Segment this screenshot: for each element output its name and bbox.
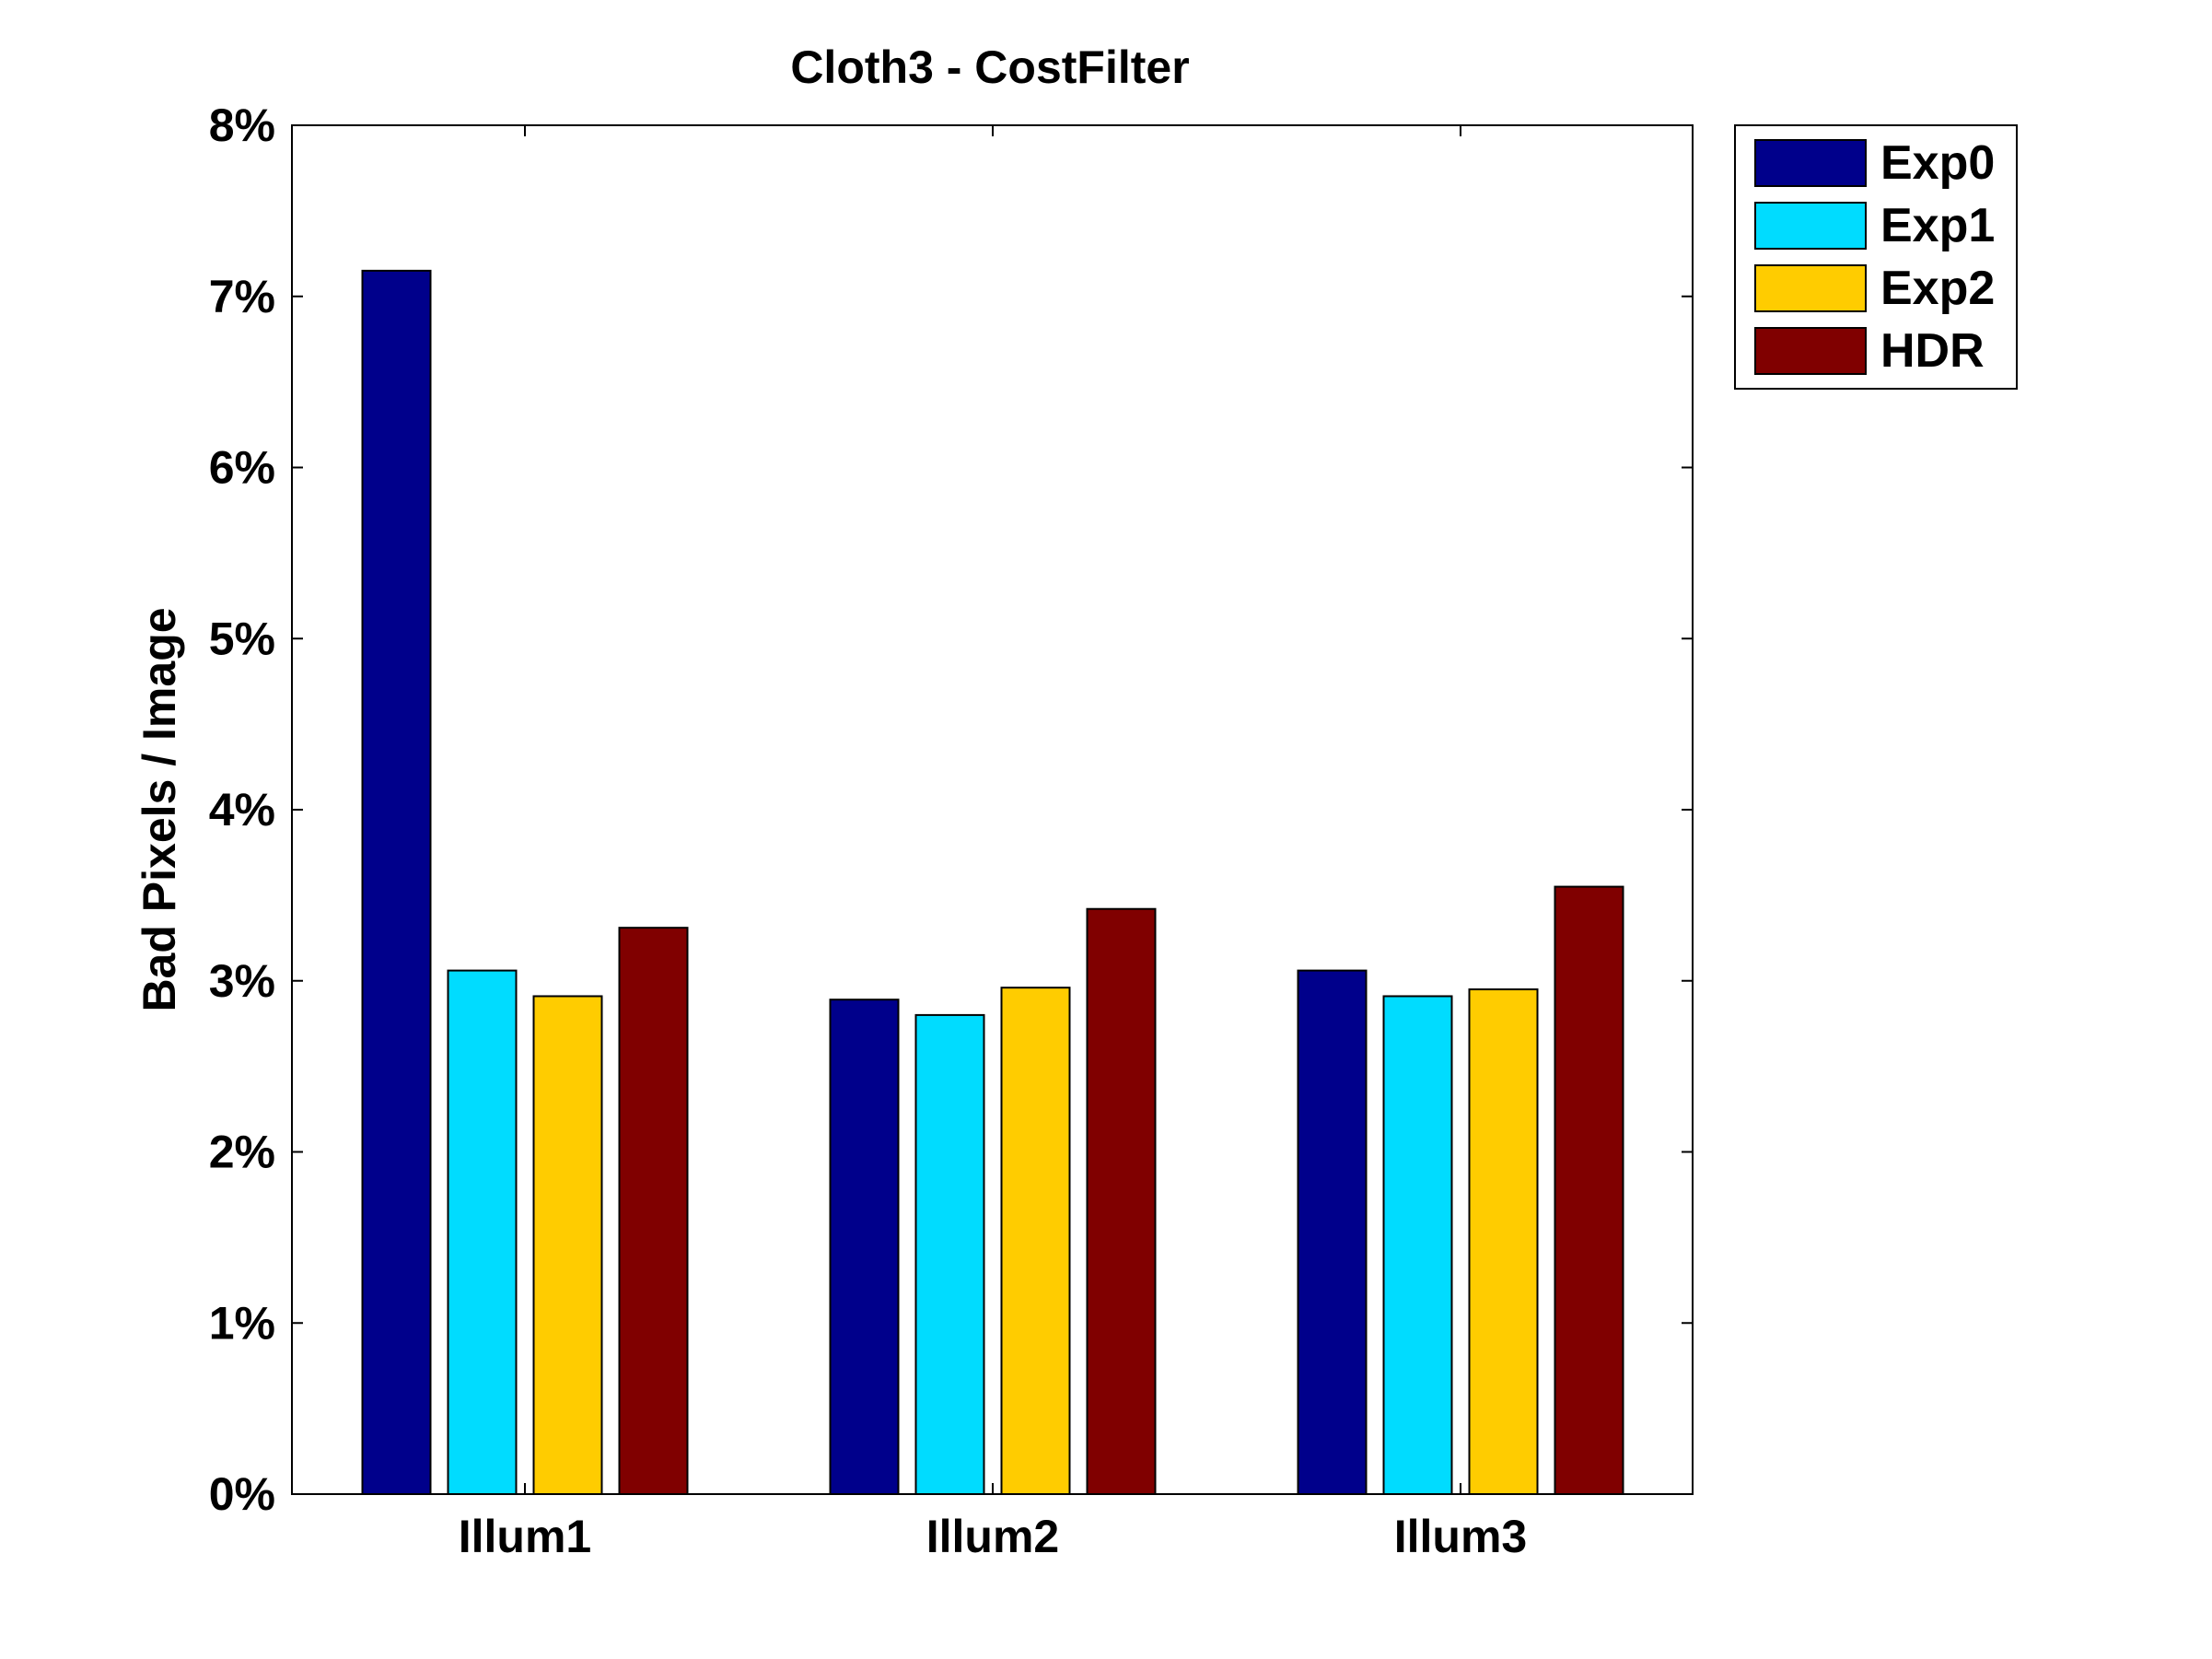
- legend-label-exp2: Exp2: [1880, 262, 1995, 315]
- legend-label-exp1: Exp1: [1880, 199, 1995, 252]
- bar-exp1-illum3: [1382, 995, 1453, 1495]
- legend-label-hdr: HDR: [1880, 324, 1985, 378]
- legend-swatch-hdr: [1754, 327, 1867, 375]
- bars-layer: [361, 269, 1624, 1496]
- x-tick-label: Illum3: [1394, 1511, 1527, 1562]
- bar-hdr-illum3: [1554, 885, 1624, 1495]
- y-tick-label: 7%: [209, 271, 275, 322]
- y-tick-label: 2%: [209, 1127, 275, 1178]
- bar-exp1-illum2: [914, 1013, 985, 1495]
- bar-exp0-illum1: [361, 269, 432, 1496]
- x-tick-label: Illum1: [459, 1511, 591, 1562]
- bar-exp0-illum2: [829, 999, 900, 1495]
- axis-ticks: [292, 124, 1693, 1495]
- x-tick-label: Illum2: [926, 1511, 1059, 1562]
- bar-hdr-illum1: [618, 927, 689, 1495]
- y-tick-labels: 0% 1% 2% 3% 4% 5% 6% 7% 8%: [209, 99, 275, 1520]
- bar-exp1-illum1: [447, 969, 518, 1495]
- y-tick-label: 8%: [209, 99, 275, 151]
- legend: Exp0 Exp1 Exp2 HDR: [1734, 124, 2018, 390]
- y-tick-label: 1%: [209, 1297, 275, 1349]
- bar-exp0-illum3: [1297, 969, 1368, 1495]
- y-tick-label: 4%: [209, 784, 275, 835]
- bar-exp2-illum3: [1468, 988, 1539, 1495]
- legend-swatch-exp0: [1754, 139, 1867, 187]
- y-tick-label: 3%: [209, 955, 275, 1007]
- legend-label-exp0: Exp0: [1880, 136, 1995, 190]
- chart-title: Cloth3 - CostFilter: [790, 41, 1189, 93]
- y-axis-label: Bad Pixels / Image: [134, 607, 185, 1011]
- x-tick-labels: Illum1 Illum2 Illum3: [459, 1511, 1527, 1562]
- y-tick-label: 0%: [209, 1468, 275, 1520]
- y-tick-label: 5%: [209, 613, 275, 664]
- legend-items: Exp0 Exp1 Exp2 HDR: [1754, 136, 1995, 378]
- bar-exp2-illum1: [532, 995, 603, 1495]
- y-tick-label: 6%: [209, 442, 275, 494]
- bar-exp2-illum2: [1000, 987, 1071, 1496]
- legend-swatch-exp1: [1754, 202, 1867, 250]
- legend-swatch-exp2: [1754, 264, 1867, 312]
- bar-hdr-illum2: [1086, 907, 1157, 1495]
